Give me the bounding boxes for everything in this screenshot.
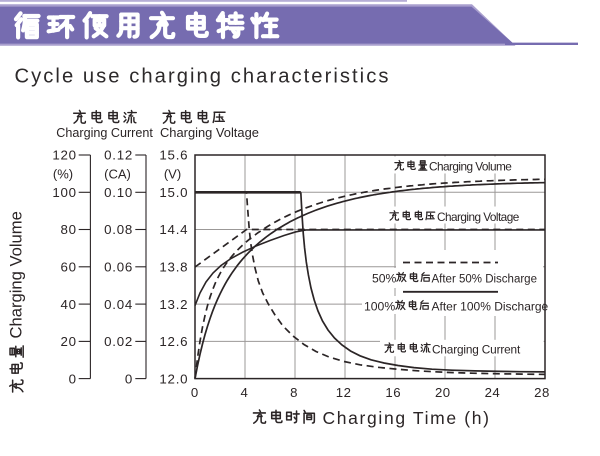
svg-text:13.2: 13.2 <box>159 297 188 312</box>
svg-text:40: 40 <box>61 297 77 312</box>
svg-text:16: 16 <box>385 385 401 400</box>
svg-text:0.02: 0.02 <box>104 334 133 349</box>
svg-text:0.10: 0.10 <box>104 185 133 200</box>
svg-text:4: 4 <box>240 385 248 400</box>
svg-text:15.0: 15.0 <box>159 185 188 200</box>
svg-text:Charging Time (h): Charging Time (h) <box>323 408 491 428</box>
svg-text:12.0: 12.0 <box>159 371 188 386</box>
svg-text:Charging Voltage: Charging Voltage <box>160 125 259 140</box>
svg-text:12.6: 12.6 <box>159 334 188 349</box>
svg-text:After 50% Discharge: After 50% Discharge <box>432 273 537 285</box>
svg-text:13.8: 13.8 <box>159 260 188 275</box>
svg-text:20: 20 <box>435 385 451 400</box>
svg-text:Charging Voltage: Charging Voltage <box>437 210 520 224</box>
svg-text:20: 20 <box>61 334 77 349</box>
svg-text:0.04: 0.04 <box>104 297 133 312</box>
svg-text:Charging Current: Charging Current <box>432 342 521 356</box>
svg-text:(%): (%) <box>53 166 73 181</box>
svg-text:0: 0 <box>69 371 77 386</box>
svg-text:15.6: 15.6 <box>159 148 188 163</box>
svg-text:Cycle use charging characteris: Cycle use charging characteristics <box>15 66 391 88</box>
svg-text:0: 0 <box>191 385 199 400</box>
svg-text:Charging Volume: Charging Volume <box>429 159 512 173</box>
svg-text:8: 8 <box>290 385 298 400</box>
svg-text:After 100% Discharge: After 100% Discharge <box>432 299 549 313</box>
svg-text:80: 80 <box>61 222 77 237</box>
svg-text:50%: 50% <box>372 271 397 285</box>
svg-text:Charging Current: Charging Current <box>56 126 153 140</box>
svg-text:100: 100 <box>52 185 76 200</box>
svg-text:0.06: 0.06 <box>104 260 133 275</box>
svg-text:100%: 100% <box>364 299 395 313</box>
svg-text:0.12: 0.12 <box>104 148 133 163</box>
svg-text:(CA): (CA) <box>104 166 131 181</box>
svg-text:12: 12 <box>336 385 352 400</box>
svg-text:60: 60 <box>61 260 77 275</box>
svg-text:0: 0 <box>125 371 133 386</box>
svg-text:28: 28 <box>534 385 550 400</box>
svg-text:Charging Volume: Charging Volume <box>7 211 26 338</box>
svg-text:120: 120 <box>52 148 76 163</box>
svg-text:0.08: 0.08 <box>104 222 133 237</box>
svg-text:24: 24 <box>485 385 501 400</box>
svg-text:14.4: 14.4 <box>159 222 188 237</box>
svg-text:(V): (V) <box>164 166 181 181</box>
